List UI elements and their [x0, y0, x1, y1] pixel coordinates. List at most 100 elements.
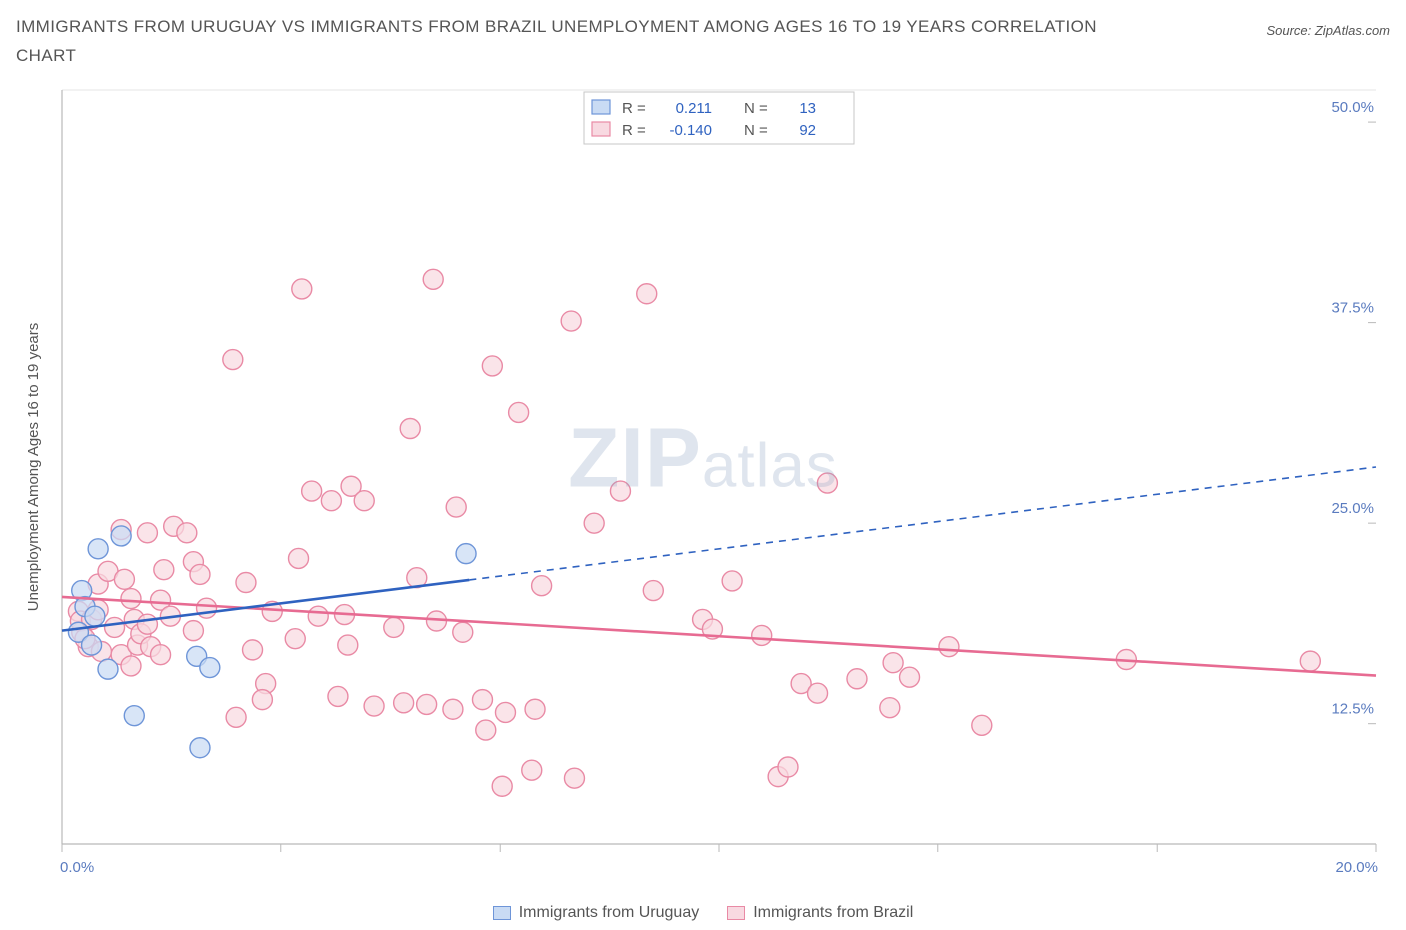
brazil-point	[190, 564, 210, 584]
uruguay-point	[85, 606, 105, 626]
brazil-point	[121, 589, 141, 609]
brazil-point	[394, 693, 414, 713]
chart-container: 0.0% 20.0% 12.5% 25.0% 37.5% 50.0% Unemploymen…	[16, 86, 1390, 894]
brazil-point	[105, 617, 125, 637]
svg-text:Unemployment Among Ages 16 to: Unemployment Among Ages 16 to 19 years	[25, 323, 42, 612]
uruguay-point	[200, 658, 220, 678]
brazil-point	[495, 702, 515, 722]
svg-text:37.5%: 37.5%	[1331, 300, 1374, 317]
svg-text:0.211: 0.211	[676, 100, 712, 117]
uruguay-trendline-dash	[469, 467, 1376, 580]
brazil-point	[197, 598, 217, 618]
stats-swatch	[592, 122, 610, 136]
brazil-point	[476, 720, 496, 740]
svg-text:N =: N =	[744, 100, 768, 117]
brazil-point	[900, 667, 920, 687]
legend-item-uruguay: Immigrants from Uruguay	[493, 904, 700, 922]
uruguay-point	[456, 544, 476, 564]
brazil-point	[610, 481, 630, 501]
brazil-point	[338, 635, 358, 655]
brazil-point	[364, 696, 384, 716]
brazil-point	[847, 669, 867, 689]
brazil-point	[328, 686, 348, 706]
header: IMMIGRANTS FROM URUGUAY VS IMMIGRANTS FR…	[16, 14, 1390, 40]
svg-text:20.0%: 20.0%	[1335, 859, 1378, 876]
brazil-point	[522, 760, 542, 780]
brazil-trendline	[62, 597, 1376, 676]
svg-text:50.0%: 50.0%	[1331, 99, 1374, 116]
brazil-point	[137, 614, 157, 634]
brazil-point	[302, 481, 322, 501]
brazil-point	[453, 622, 473, 642]
brazil-point	[308, 606, 328, 626]
svg-text:0.0%: 0.0%	[60, 859, 94, 876]
svg-text:N =: N =	[744, 122, 768, 139]
brazil-point	[292, 279, 312, 299]
brazil-point	[114, 569, 134, 589]
uruguay-point	[98, 659, 118, 679]
brazil-point	[482, 356, 502, 376]
svg-text:R =: R =	[622, 122, 646, 139]
page-title: IMMIGRANTS FROM URUGUAY VS IMMIGRANTS FR…	[16, 14, 1097, 40]
brazil-point	[354, 491, 374, 511]
legend-swatch-uruguay	[493, 906, 511, 920]
brazil-point	[472, 690, 492, 710]
brazil-point	[752, 625, 772, 645]
brazil-point	[880, 698, 900, 718]
page-title-line1: IMMIGRANTS FROM URUGUAY VS IMMIGRANTS FR…	[16, 17, 1097, 36]
brazil-point	[417, 694, 437, 714]
brazil-point	[525, 699, 545, 719]
brazil-point	[121, 656, 141, 676]
brazil-point	[423, 269, 443, 289]
brazil-point	[226, 707, 246, 727]
brazil-point	[321, 491, 341, 511]
legend-label-uruguay: Immigrants from Uruguay	[519, 904, 700, 922]
brazil-point	[443, 699, 463, 719]
brazil-point	[883, 653, 903, 673]
brazil-point	[532, 576, 552, 596]
source-label: Source: ZipAtlas.com	[1266, 23, 1390, 38]
brazil-point	[561, 311, 581, 331]
brazil-point	[509, 402, 529, 422]
stats-swatch	[592, 100, 610, 114]
uruguay-point	[124, 706, 144, 726]
brazil-point	[384, 617, 404, 637]
uruguay-point	[88, 539, 108, 559]
brazil-point	[400, 418, 420, 438]
svg-text:R =: R =	[622, 100, 646, 117]
uruguay-point	[190, 738, 210, 758]
brazil-point	[243, 640, 263, 660]
brazil-point	[643, 581, 663, 601]
uruguay-point	[111, 526, 131, 546]
brazil-point	[183, 621, 203, 641]
brazil-point	[817, 473, 837, 493]
brazil-point	[151, 645, 171, 665]
brazil-point	[584, 513, 604, 533]
brazil-point	[637, 284, 657, 304]
uruguay-point	[82, 635, 102, 655]
brazil-point	[154, 560, 174, 580]
brazil-point	[137, 523, 157, 543]
brazil-point	[972, 715, 992, 735]
brazil-point	[177, 523, 197, 543]
brazil-point	[285, 629, 305, 649]
brazil-point	[1300, 651, 1320, 671]
scatter-chart: 0.0% 20.0% 12.5% 25.0% 37.5% 50.0% Unemploymen…	[16, 86, 1390, 894]
svg-text:25.0%: 25.0%	[1331, 500, 1374, 517]
svg-text:12.5%: 12.5%	[1331, 701, 1374, 718]
brazil-point	[564, 768, 584, 788]
brazil-point	[939, 637, 959, 657]
page-title-line2: CHART	[16, 46, 1390, 66]
brazil-point	[722, 571, 742, 591]
svg-text:13: 13	[799, 100, 816, 117]
legend: Immigrants from Uruguay Immigrants from …	[0, 904, 1406, 922]
brazil-point	[492, 776, 512, 796]
brazil-point	[252, 690, 272, 710]
brazil-point	[223, 350, 243, 370]
svg-text:92: 92	[799, 122, 816, 139]
legend-item-brazil: Immigrants from Brazil	[727, 904, 913, 922]
legend-label-brazil: Immigrants from Brazil	[753, 904, 913, 922]
brazil-point	[778, 757, 798, 777]
svg-text:-0.140: -0.140	[669, 122, 712, 139]
brazil-point	[446, 497, 466, 517]
